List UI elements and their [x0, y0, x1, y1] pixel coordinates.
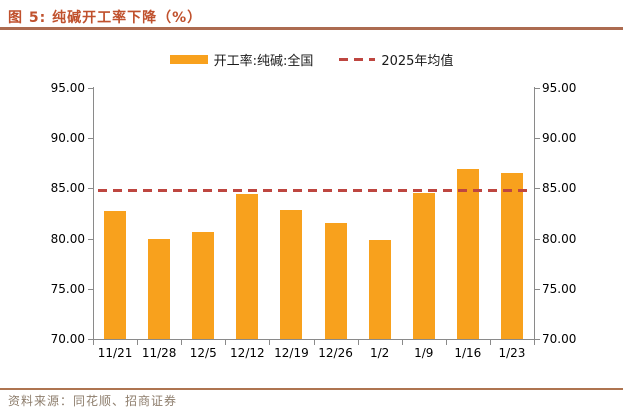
- x-axis-label: 12/5: [189, 346, 217, 360]
- bar-12-12: [236, 194, 259, 339]
- mean-dashed-line: [98, 189, 533, 193]
- bar-11-21: [104, 211, 127, 339]
- y-axis-label-right: 70.00: [542, 332, 577, 346]
- y-axis-right: [534, 87, 535, 339]
- y-tick-right: [535, 188, 540, 190]
- x-axis-label: 12/12: [230, 346, 265, 360]
- y-tick-right: [535, 88, 540, 89]
- x-tick: [181, 340, 183, 345]
- x-tick: [445, 340, 447, 345]
- bar-12-5: [192, 231, 215, 339]
- y-tick-left: [88, 339, 93, 340]
- bar-series-label: 开工率:纯碱:全国: [213, 54, 314, 69]
- y-tick-left: [88, 188, 93, 190]
- bar-1-23: [500, 173, 523, 339]
- x-axis-label: 1/16: [454, 346, 482, 360]
- x-tick: [269, 340, 271, 345]
- x-tick: [225, 340, 227, 345]
- legend-item-mean-line: 2025年均值: [339, 50, 453, 69]
- y-tick-left: [88, 88, 93, 89]
- y-axis-label-right: 85.00: [542, 181, 577, 196]
- y-tick-right: [535, 138, 540, 140]
- y-tick-right: [535, 238, 540, 240]
- legend-item-bar-series: 开工率:纯碱:全国: [169, 50, 314, 69]
- x-axis-label: 11/21: [97, 346, 133, 360]
- y-axis-left: [93, 87, 94, 339]
- x-axis-label: 1/9: [414, 346, 434, 360]
- y-tick-right: [535, 339, 540, 340]
- y-axis-label-right: 80.00: [542, 231, 577, 246]
- figure-title: 图 5: 纯碱开工率下降（%）: [8, 10, 203, 26]
- dashed-line-swatch-icon: [339, 58, 376, 61]
- y-axis-label-left: 75.00: [50, 281, 85, 296]
- y-axis-label-left: 70.00: [50, 332, 85, 346]
- footer-divider: [0, 388, 623, 390]
- x-axis-label: 12/26: [318, 346, 353, 360]
- x-axis-label: 1/23: [498, 346, 526, 360]
- x-axis-label: 11/28: [141, 346, 177, 360]
- y-axis-label-right: 95.00: [542, 81, 577, 95]
- bar-12-26: [324, 222, 347, 339]
- x-tick: [357, 340, 359, 345]
- title-divider: [0, 27, 623, 30]
- x-tick: [313, 340, 315, 345]
- x-axis: [93, 339, 535, 340]
- chart-legend: 开工率:纯碱:全国 2025年均值: [0, 50, 623, 69]
- mean-line-label: 2025年均值: [381, 54, 454, 69]
- bar-12-19: [280, 210, 303, 339]
- bar-1-16: [456, 169, 479, 339]
- y-tick-left: [88, 288, 93, 290]
- y-axis-label-right: 75.00: [542, 281, 577, 296]
- source-note: 资料来源：同花顺、招商证券: [8, 394, 178, 408]
- y-axis-label-left: 85.00: [50, 181, 85, 196]
- x-axis-label: 12/19: [274, 346, 309, 360]
- x-axis-label: 1/2: [369, 346, 390, 360]
- x-tick: [489, 340, 491, 345]
- x-tick: [401, 340, 403, 345]
- y-tick-left: [88, 138, 93, 140]
- x-tick: [534, 340, 535, 345]
- y-axis-label-left: 90.00: [50, 131, 85, 146]
- x-tick: [93, 340, 94, 345]
- bar-series-swatch-icon: [169, 55, 208, 64]
- x-tick: [137, 340, 139, 345]
- y-tick-left: [88, 238, 93, 240]
- bar-1-2: [368, 239, 391, 339]
- bar-11-28: [148, 238, 171, 339]
- y-axis-label-right: 90.00: [542, 131, 577, 146]
- y-axis-label-left: 95.00: [50, 81, 85, 95]
- y-axis-label-left: 80.00: [50, 231, 85, 246]
- y-tick-right: [535, 288, 540, 290]
- bar-1-9: [412, 193, 435, 339]
